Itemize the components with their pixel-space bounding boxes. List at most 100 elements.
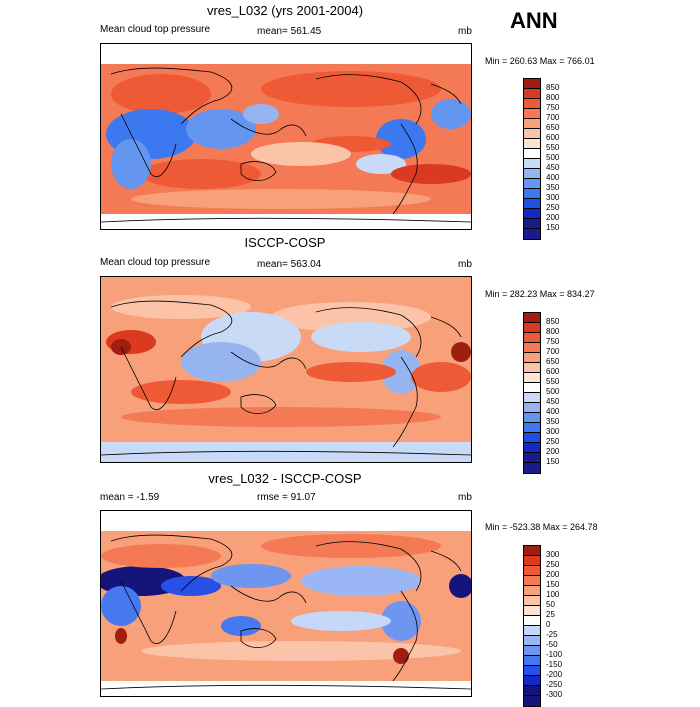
- colorbar-tick-label: 750: [546, 337, 560, 346]
- colorbar-tick-label: 450: [546, 163, 560, 172]
- colorbar-tick-label: 750: [546, 103, 560, 112]
- colorbar-segment: [524, 463, 540, 473]
- colorbar-tick-label: 550: [546, 377, 560, 386]
- units-label: mb: [458, 26, 472, 37]
- colorbar-segment: [524, 596, 540, 606]
- map-canvas: [101, 277, 471, 462]
- field-patches: [106, 71, 471, 209]
- colorbar-tick-label: 50: [546, 600, 555, 609]
- colorbar: [523, 545, 541, 707]
- colorbar-segment: [524, 433, 540, 443]
- colorbar-segment: [524, 576, 540, 586]
- colorbar-segment: [524, 373, 540, 383]
- map-canvas: [101, 511, 471, 696]
- panel-title: ISCCP-COSP: [244, 235, 326, 250]
- colorbar-segment: [524, 686, 540, 696]
- map-canvas: [101, 44, 471, 229]
- colorbar-tick-label: 650: [546, 357, 560, 366]
- colorbar-tick-label: -50: [546, 640, 558, 649]
- colorbar-segment: [524, 343, 540, 353]
- colorbar-tick-label: 550: [546, 143, 560, 152]
- mean-label: mean= 561.45: [257, 26, 322, 37]
- colorbar-segment: [524, 443, 540, 453]
- colorbar-tick-label: -250: [546, 680, 563, 689]
- colorbar-tick-label: 850: [546, 83, 560, 92]
- colorbar-segment: [524, 99, 540, 109]
- colorbar-segment: [524, 666, 540, 676]
- colorbar: [523, 312, 541, 474]
- mean-label: mean = -1.59: [100, 492, 160, 503]
- colorbar-tick-label: 300: [546, 427, 560, 436]
- colorbar-segment: [524, 179, 540, 189]
- colorbar-segment: [524, 393, 540, 403]
- colorbar-segment: [524, 199, 540, 209]
- minmax-label: Min = 260.63 Max = 766.01: [485, 56, 595, 66]
- colorbar-segment: [524, 606, 540, 616]
- minmax-label: Min = -523.38 Max = 264.78: [485, 522, 598, 532]
- colorbar-segment: [524, 353, 540, 363]
- colorbar-tick-label: 700: [546, 347, 560, 356]
- colorbar-segment: [524, 219, 540, 229]
- colorbar-tick-label: -300: [546, 690, 563, 699]
- field-patches: [101, 295, 471, 462]
- colorbar-tick-label: 350: [546, 417, 560, 426]
- colorbar-tick-label: 250: [546, 560, 560, 569]
- colorbar-segment: [524, 189, 540, 199]
- colorbar-tick-label: 650: [546, 123, 560, 132]
- colorbar-tick-label: 800: [546, 327, 560, 336]
- colorbar-tick-label: -150: [546, 660, 563, 669]
- colorbar-segment: [524, 323, 540, 333]
- colorbar-segment: [524, 383, 540, 393]
- colorbar-segment: [524, 646, 540, 656]
- colorbar-tick-label: 150: [546, 457, 560, 466]
- coastlines: [101, 534, 471, 690]
- colorbar-tick-label: 850: [546, 317, 560, 326]
- colorbar-tick-label: 150: [546, 580, 560, 589]
- colorbar-segment: [524, 626, 540, 636]
- colorbar-segment: [524, 89, 540, 99]
- map-diff: [100, 510, 472, 697]
- field-patches: [101, 534, 471, 664]
- colorbar-segment: [524, 676, 540, 686]
- colorbar-segment: [524, 333, 540, 343]
- colorbar-segment: [524, 586, 540, 596]
- colorbar-tick-label: 400: [546, 173, 560, 182]
- map-model: [100, 43, 472, 230]
- colorbar-segment: [524, 159, 540, 169]
- colorbar-segment: [524, 413, 540, 423]
- colorbar-tick-label: 250: [546, 437, 560, 446]
- colorbar-segment: [524, 403, 540, 413]
- colorbar-segment: [524, 566, 540, 576]
- colorbar-tick-label: 350: [546, 183, 560, 192]
- colorbar-tick-label: 300: [546, 550, 560, 559]
- colorbar-segment: [524, 453, 540, 463]
- colorbar-tick-label: 700: [546, 113, 560, 122]
- colorbar-tick-label: 200: [546, 570, 560, 579]
- colorbar-segment: [524, 229, 540, 239]
- map-obs: [100, 276, 472, 463]
- colorbar-tick-label: 800: [546, 93, 560, 102]
- colorbar-tick-label: 500: [546, 153, 560, 162]
- colorbar-segment: [524, 169, 540, 179]
- units-label: mb: [458, 259, 472, 270]
- colorbar-segment: [524, 616, 540, 626]
- coastlines: [101, 300, 471, 456]
- minmax-label: Min = 282.23 Max = 834.27: [485, 289, 595, 299]
- colorbar-segment: [524, 696, 540, 706]
- colorbar-tick-label: 500: [546, 387, 560, 396]
- colorbar-segment: [524, 139, 540, 149]
- field-label: Mean cloud top pressure: [100, 24, 211, 35]
- mean-label: mean= 563.04: [257, 259, 322, 270]
- panel-title: vres_L032 - ISCCP-COSP: [208, 471, 362, 486]
- colorbar-segment: [524, 363, 540, 373]
- rmse-label: rmse = 91.07: [257, 492, 316, 503]
- colorbar-tick-label: 150: [546, 223, 560, 232]
- colorbar-segment: [524, 79, 540, 89]
- colorbar-tick-label: 0: [546, 620, 551, 629]
- colorbar-segment: [524, 109, 540, 119]
- colorbar-tick-label: -25: [546, 630, 558, 639]
- colorbar-segment: [524, 656, 540, 666]
- colorbar-tick-label: -200: [546, 670, 563, 679]
- colorbar-tick-label: 450: [546, 397, 560, 406]
- units-label: mb: [458, 492, 472, 503]
